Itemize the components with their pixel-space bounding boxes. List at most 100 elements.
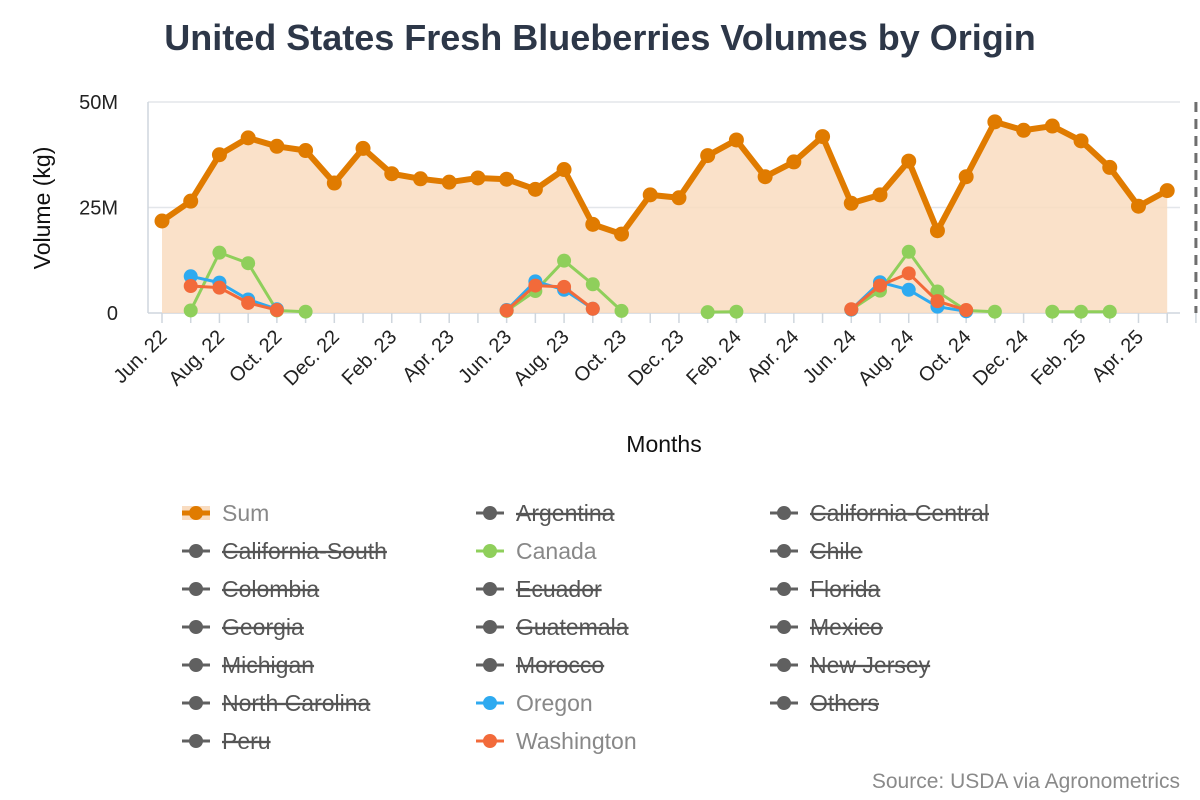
data-point bbox=[499, 303, 514, 318]
legend-label: Argentina bbox=[516, 500, 615, 526]
legend-item-california-central[interactable]: California-Central bbox=[770, 500, 989, 526]
x-tick-label: Dec. 22 bbox=[280, 326, 344, 390]
data-point bbox=[959, 303, 974, 318]
legend-item-california-south[interactable]: California-South bbox=[182, 538, 387, 564]
legend-item-guatemala[interactable]: Guatemala bbox=[476, 614, 629, 640]
data-point bbox=[154, 213, 170, 229]
legend-marker bbox=[483, 582, 497, 596]
data-point bbox=[298, 304, 313, 319]
legend-item-north-carolina[interactable]: North Carolina bbox=[182, 690, 370, 716]
plot-area bbox=[154, 114, 1175, 320]
legend-marker bbox=[483, 506, 497, 520]
legend-marker bbox=[189, 582, 203, 596]
legend-item-mexico[interactable]: Mexico bbox=[770, 614, 883, 640]
data-point bbox=[241, 295, 256, 310]
data-point bbox=[441, 174, 457, 190]
data-point bbox=[1045, 304, 1060, 319]
legend-item-oregon[interactable]: Oregon bbox=[476, 690, 593, 716]
legend-marker bbox=[777, 544, 791, 558]
x-tick-label: Apr. 23 bbox=[398, 326, 458, 386]
x-tick-label: Apr. 24 bbox=[743, 326, 803, 386]
legend-marker bbox=[483, 620, 497, 634]
legend-label: Others bbox=[810, 690, 879, 716]
data-point bbox=[412, 171, 428, 187]
data-point bbox=[585, 277, 600, 292]
x-tick-label: Oct. 23 bbox=[570, 326, 631, 387]
x-tick-label: Feb. 24 bbox=[682, 326, 746, 390]
data-point bbox=[671, 190, 687, 206]
x-tick-label: Feb. 23 bbox=[338, 326, 402, 390]
legend-marker bbox=[483, 734, 497, 748]
x-tick-label: Aug. 23 bbox=[509, 326, 573, 390]
data-point bbox=[1102, 159, 1118, 175]
legend-item-florida[interactable]: Florida bbox=[770, 576, 881, 602]
data-point bbox=[212, 280, 227, 295]
legend-marker bbox=[777, 696, 791, 710]
legend-item-morocco[interactable]: Morocco bbox=[476, 652, 604, 678]
x-tick-label: Jun. 23 bbox=[454, 326, 516, 388]
series-line bbox=[505, 284, 594, 312]
legend-item-sum[interactable]: Sum bbox=[182, 500, 269, 526]
data-point bbox=[757, 169, 773, 185]
data-point bbox=[987, 114, 1003, 130]
legend-label: Ecuador bbox=[516, 576, 602, 602]
data-point bbox=[872, 187, 888, 203]
x-tick-label: Jun. 22 bbox=[110, 326, 172, 388]
data-point bbox=[786, 154, 802, 170]
data-point bbox=[901, 266, 916, 281]
data-point bbox=[700, 305, 715, 320]
legend-item-michigan[interactable]: Michigan bbox=[182, 652, 314, 678]
legend-item-argentina[interactable]: Argentina bbox=[476, 500, 615, 526]
y-axis: 0 25M 50M bbox=[79, 92, 118, 325]
legend-item-ecuador[interactable]: Ecuador bbox=[476, 576, 602, 602]
x-tick-label: Feb. 25 bbox=[1027, 326, 1091, 390]
legend-label: Michigan bbox=[222, 652, 314, 678]
legend-marker bbox=[777, 658, 791, 672]
data-point bbox=[269, 303, 284, 318]
data-point bbox=[901, 153, 917, 169]
data-point bbox=[844, 302, 859, 317]
data-point bbox=[528, 278, 543, 293]
data-point bbox=[470, 170, 486, 186]
data-point bbox=[384, 166, 400, 182]
legend-label: California-South bbox=[222, 538, 387, 564]
x-tick-label: Oct. 22 bbox=[225, 326, 286, 387]
legend-item-peru[interactable]: Peru bbox=[182, 728, 271, 754]
legend-item-georgia[interactable]: Georgia bbox=[182, 614, 304, 640]
data-point bbox=[1044, 118, 1060, 134]
legend-marker bbox=[483, 544, 497, 558]
legend-marker bbox=[189, 506, 203, 520]
data-point bbox=[642, 187, 658, 203]
legend-label: Sum bbox=[222, 500, 269, 526]
data-point bbox=[1102, 304, 1117, 319]
legend-item-others[interactable]: Others bbox=[770, 690, 879, 716]
data-point bbox=[240, 130, 256, 146]
x-tick-label: Aug. 24 bbox=[854, 326, 918, 390]
data-point bbox=[326, 175, 342, 191]
legend-marker bbox=[777, 506, 791, 520]
data-point bbox=[585, 301, 600, 316]
legend-label: Morocco bbox=[516, 652, 604, 678]
legend-label: Florida bbox=[810, 576, 881, 602]
data-point bbox=[728, 132, 744, 148]
legend-item-washington[interactable]: Washington bbox=[476, 728, 637, 754]
data-point bbox=[585, 216, 601, 232]
legend-item-colombia[interactable]: Colombia bbox=[182, 576, 319, 602]
x-axis-title: Months bbox=[626, 431, 701, 457]
legend-item-canada[interactable]: Canada bbox=[476, 538, 597, 564]
data-point bbox=[1074, 304, 1089, 319]
x-tick-label: Jun. 24 bbox=[799, 326, 861, 388]
data-point bbox=[729, 304, 744, 319]
data-point bbox=[614, 303, 629, 318]
data-point bbox=[1073, 133, 1089, 149]
y-tick-label: 50M bbox=[79, 92, 118, 114]
y-tick-label: 25M bbox=[79, 198, 118, 220]
legend-item-chile[interactable]: Chile bbox=[770, 538, 862, 564]
data-point bbox=[183, 269, 198, 284]
data-point bbox=[355, 140, 371, 156]
data-point bbox=[1130, 198, 1146, 214]
data-point bbox=[873, 278, 887, 293]
legend-item-new-jersey[interactable]: New Jersey bbox=[770, 652, 931, 678]
